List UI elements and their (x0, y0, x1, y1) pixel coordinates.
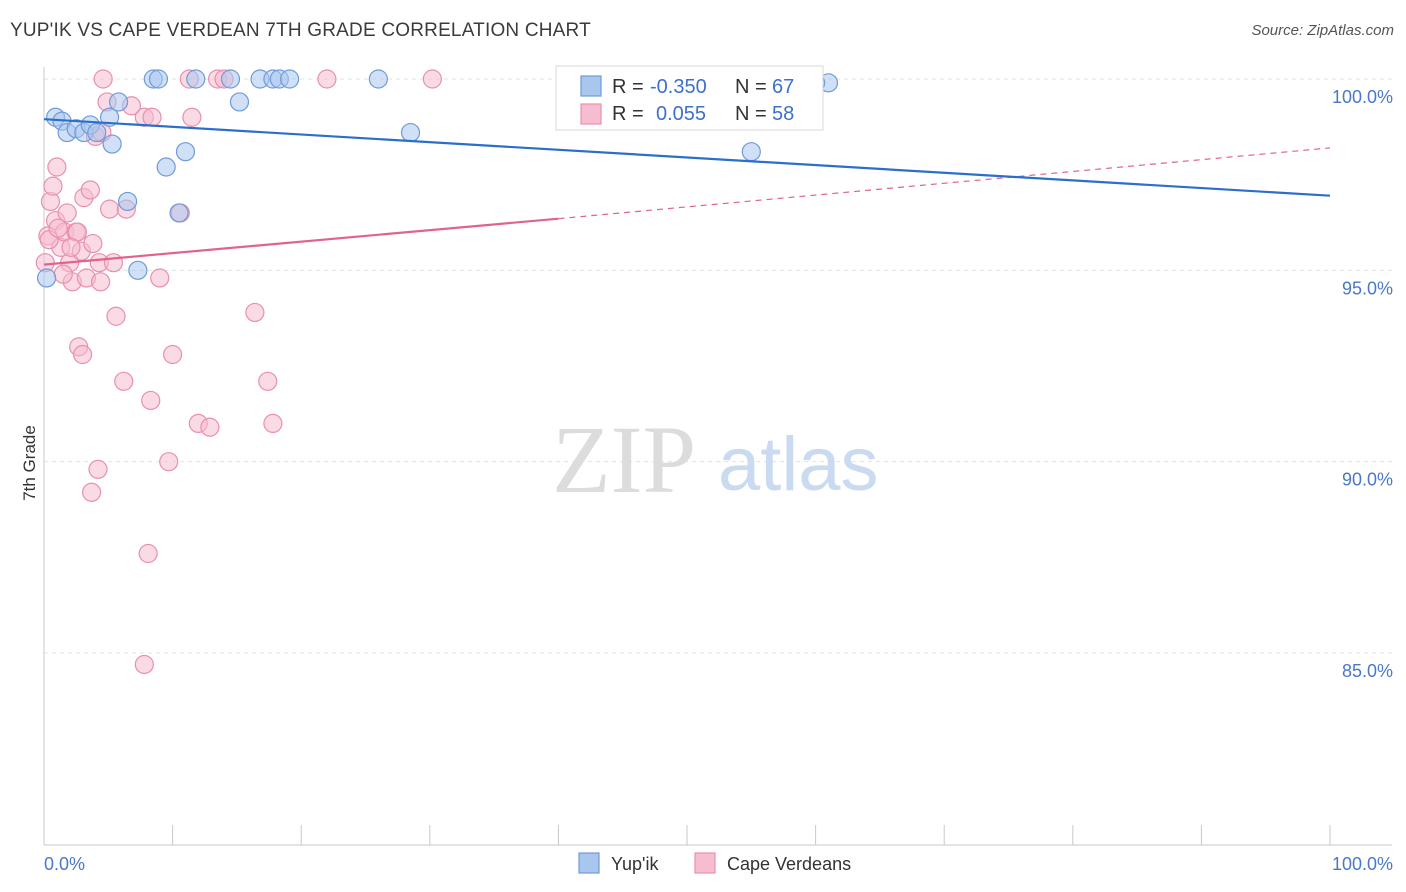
x-axis-ticks (43, 825, 1331, 845)
cape-verdeans-r-value: 0.055 (656, 103, 706, 125)
x-tick-label-max: 100.0% (1332, 854, 1393, 874)
cape-verdeans-point-56 (103, 253, 124, 273)
cape-verdeans-point-42 (258, 371, 278, 391)
cape-verdeans-point-3 (43, 176, 63, 196)
watermark-atlas: atlas (718, 422, 879, 507)
cape-verdeans-legend-swatch (580, 103, 602, 125)
yupik-point-25 (368, 69, 388, 89)
yupik-point-24 (280, 69, 300, 89)
cape-verdeans-point-8 (57, 203, 77, 223)
yupik-point-12 (128, 260, 148, 280)
legend-yupik-swatch (578, 852, 600, 874)
y-tick-label-3: 85.0% (1342, 661, 1393, 681)
grid-lines (44, 78, 1392, 654)
cape-verdeans-r-label: R = (612, 103, 644, 125)
cape-verdeans-point-26 (114, 371, 134, 391)
cape-verdeans-point-48 (138, 543, 158, 564)
yupik-r-value: -0.350 (650, 76, 707, 98)
cape-verdeans-point-45 (422, 69, 442, 89)
cape-verdeans-point-17 (80, 180, 100, 200)
y-tick-label-2: 90.0% (1342, 470, 1393, 490)
cape-verdeans-point-41 (245, 302, 265, 323)
yupik-point-33 (741, 142, 761, 162)
yupik-n-label: N = (735, 76, 767, 98)
cape-verdeans-trend-extension (558, 147, 1331, 220)
yupik-point-0 (36, 268, 57, 288)
cape-verdeans-point-18 (83, 233, 103, 254)
cape-verdeans-point-54 (61, 237, 81, 257)
yupik-point-10 (108, 92, 129, 112)
cape-verdeans-point-33 (163, 344, 183, 365)
cape-verdeans-point-43 (263, 413, 283, 433)
cape-verdeans-point-30 (142, 107, 162, 127)
legend-cape-verdeans-swatch (694, 852, 716, 874)
cape-verdeans-point-52 (53, 264, 73, 284)
yupik-point-9 (102, 134, 122, 154)
cape-verdeans-point-44 (317, 69, 337, 89)
yupik-point-7 (87, 122, 107, 143)
trend-lines (43, 118, 1331, 266)
yupik-point-11 (117, 191, 138, 212)
yupik-point-14 (148, 69, 169, 89)
cape-verdeans-point-47 (88, 459, 108, 479)
yupik-legend-swatch (580, 75, 602, 97)
y-tick-labels: 100.0% 95.0% 90.0% 85.0% (1332, 87, 1393, 681)
chart-title: YUP'IK VS CAPE VERDEAN 7TH GRADE CORRELA… (10, 20, 591, 41)
yupik-trend-line (43, 118, 1331, 197)
cape-verdeans-n-label: N = (735, 103, 767, 125)
cape-verdeans-point-55 (93, 69, 113, 89)
cape-verdeans-n-value: 58 (772, 103, 794, 125)
source-note: Source: ZipAtlas.com (1251, 22, 1394, 39)
legend-yupik-label: Yup'ik (611, 854, 659, 874)
cape-verdeans-point-53 (72, 344, 93, 365)
cape-verdeans-point-36 (182, 107, 202, 127)
yupik-point-26 (400, 122, 421, 143)
cape-verdeans-point-24 (99, 199, 120, 219)
cape-verdeans-point-21 (90, 272, 111, 292)
cape-verdeans-point-38 (200, 417, 220, 437)
cape-verdeans-points (35, 69, 442, 675)
yupik-point-19 (220, 69, 241, 89)
cape-verdeans-point-49 (134, 654, 154, 675)
y-tick-label-1: 95.0% (1342, 278, 1393, 298)
yupik-point-17 (175, 142, 196, 162)
stats-legend: R = -0.350 N = 67 R = 0.055 N = 58 (555, 65, 824, 131)
watermark-zip: ZIP (552, 406, 696, 513)
cape-verdeans-point-31 (150, 268, 170, 288)
yupik-point-16 (169, 203, 189, 223)
cape-verdeans-point-29 (141, 390, 161, 411)
x-tick-label-min: 0.0% (44, 854, 85, 874)
series-legend: Yup'ik Cape Verdeans (578, 852, 851, 874)
legend-cape-verdeans-label: Cape Verdeans (727, 854, 851, 874)
y-tick-label-0: 100.0% (1332, 87, 1393, 107)
cape-verdeans-trend-line (43, 217, 559, 266)
yupik-point-20 (229, 92, 250, 112)
yupik-r-label: R = (612, 76, 644, 98)
cape-verdeans-point-25 (106, 306, 126, 326)
cape-verdeans-point-5 (47, 157, 67, 177)
yupik-point-15 (156, 157, 176, 177)
yupik-n-value: 67 (772, 76, 794, 98)
cape-verdeans-point-32 (159, 452, 179, 472)
cape-verdeans-point-46 (81, 482, 102, 502)
y-axis-label: 7th Grade (20, 425, 39, 501)
yupik-point-18 (186, 69, 206, 89)
cape-verdeans-point-51 (48, 218, 68, 238)
